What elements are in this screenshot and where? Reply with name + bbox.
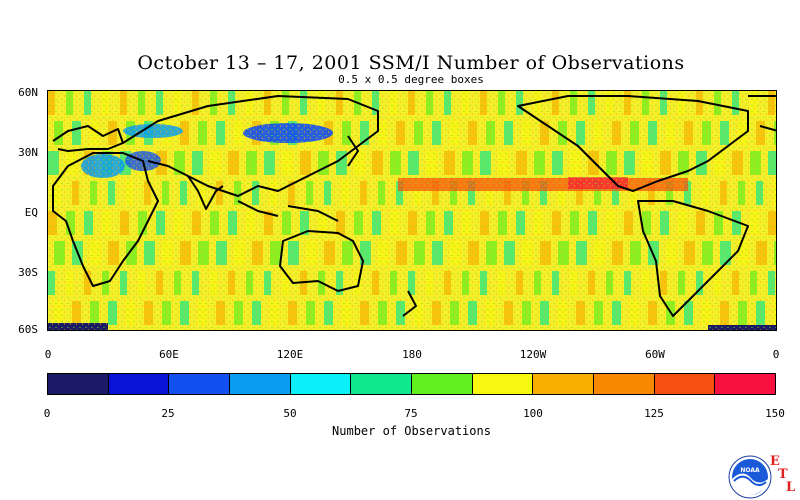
colorbar-tick-0: 0	[43, 407, 51, 420]
colorbar-segment-9	[594, 374, 655, 394]
new-guinea-outline	[287, 205, 339, 222]
colorbar-tick-50: 50	[283, 407, 297, 420]
australia-outline	[279, 230, 364, 292]
colorbar-tick-125: 125	[644, 407, 664, 420]
colorbar-segment-1	[108, 374, 170, 394]
north-america-outline	[517, 95, 749, 192]
south-america-outline	[637, 200, 749, 317]
colorbar-tick-25: 25	[161, 407, 175, 420]
lon-label-60e: 60E	[159, 348, 179, 361]
japan-outline	[347, 135, 359, 167]
colorbar-segment-6	[412, 374, 473, 394]
lon-label-60w: 60W	[645, 348, 665, 361]
new-zealand-outline	[402, 290, 417, 317]
greenland-outline	[748, 95, 776, 132]
lat-label-30n: 30N	[18, 146, 38, 159]
asia-outline	[122, 95, 379, 197]
noaa-logo-text: NOAA	[740, 467, 760, 474]
etl-letter-l: L	[786, 480, 796, 495]
etl-letter-t: T	[778, 467, 788, 482]
africa-outline	[52, 152, 159, 287]
lat-label-30s: 30S	[18, 266, 38, 279]
colorbar-segment-0	[48, 374, 109, 394]
lon-label-120e: 120E	[276, 348, 304, 361]
europe-outline	[52, 125, 124, 152]
colorbar	[47, 373, 776, 395]
colorbar-segment-4	[290, 374, 352, 394]
lat-label-60n: 60N	[18, 86, 38, 99]
chart-title: October 13 – 17, 2001 SSM/I Number of Ob…	[137, 52, 685, 74]
lon-label-0-end: 0	[772, 348, 780, 361]
colorbar-segment-3	[230, 374, 291, 394]
colorbar-tick-100: 100	[523, 407, 543, 420]
india-outline	[187, 175, 224, 210]
chart-subtitle: 0.5 x 0.5 degree boxes	[338, 73, 484, 86]
colorbar-segment-10	[654, 374, 716, 394]
colorbar-tick-75: 75	[404, 407, 418, 420]
coastlines	[52, 95, 776, 317]
colorbar-tick-150: 150	[765, 407, 785, 420]
lon-label-180: 180	[402, 348, 422, 361]
etl-letter-e: E	[770, 454, 780, 469]
colorbar-segment-2	[169, 374, 231, 394]
lon-label-120w: 120W	[519, 348, 547, 361]
lat-label-60s: 60S	[18, 323, 38, 336]
indonesia-outline	[237, 200, 279, 217]
noaa-logo: NOAA	[728, 455, 772, 499]
colorbar-segment-5	[351, 374, 413, 394]
colorbar-segment-7	[472, 374, 534, 394]
colorbar-title: Number of Observations	[332, 424, 491, 438]
colorbar-segment-8	[533, 374, 595, 394]
lon-label-0: 0	[44, 348, 52, 361]
observation-map	[47, 90, 777, 331]
lat-label-eq: EQ	[24, 206, 38, 219]
map-canvas	[48, 91, 776, 330]
colorbar-segment-11	[715, 374, 776, 394]
